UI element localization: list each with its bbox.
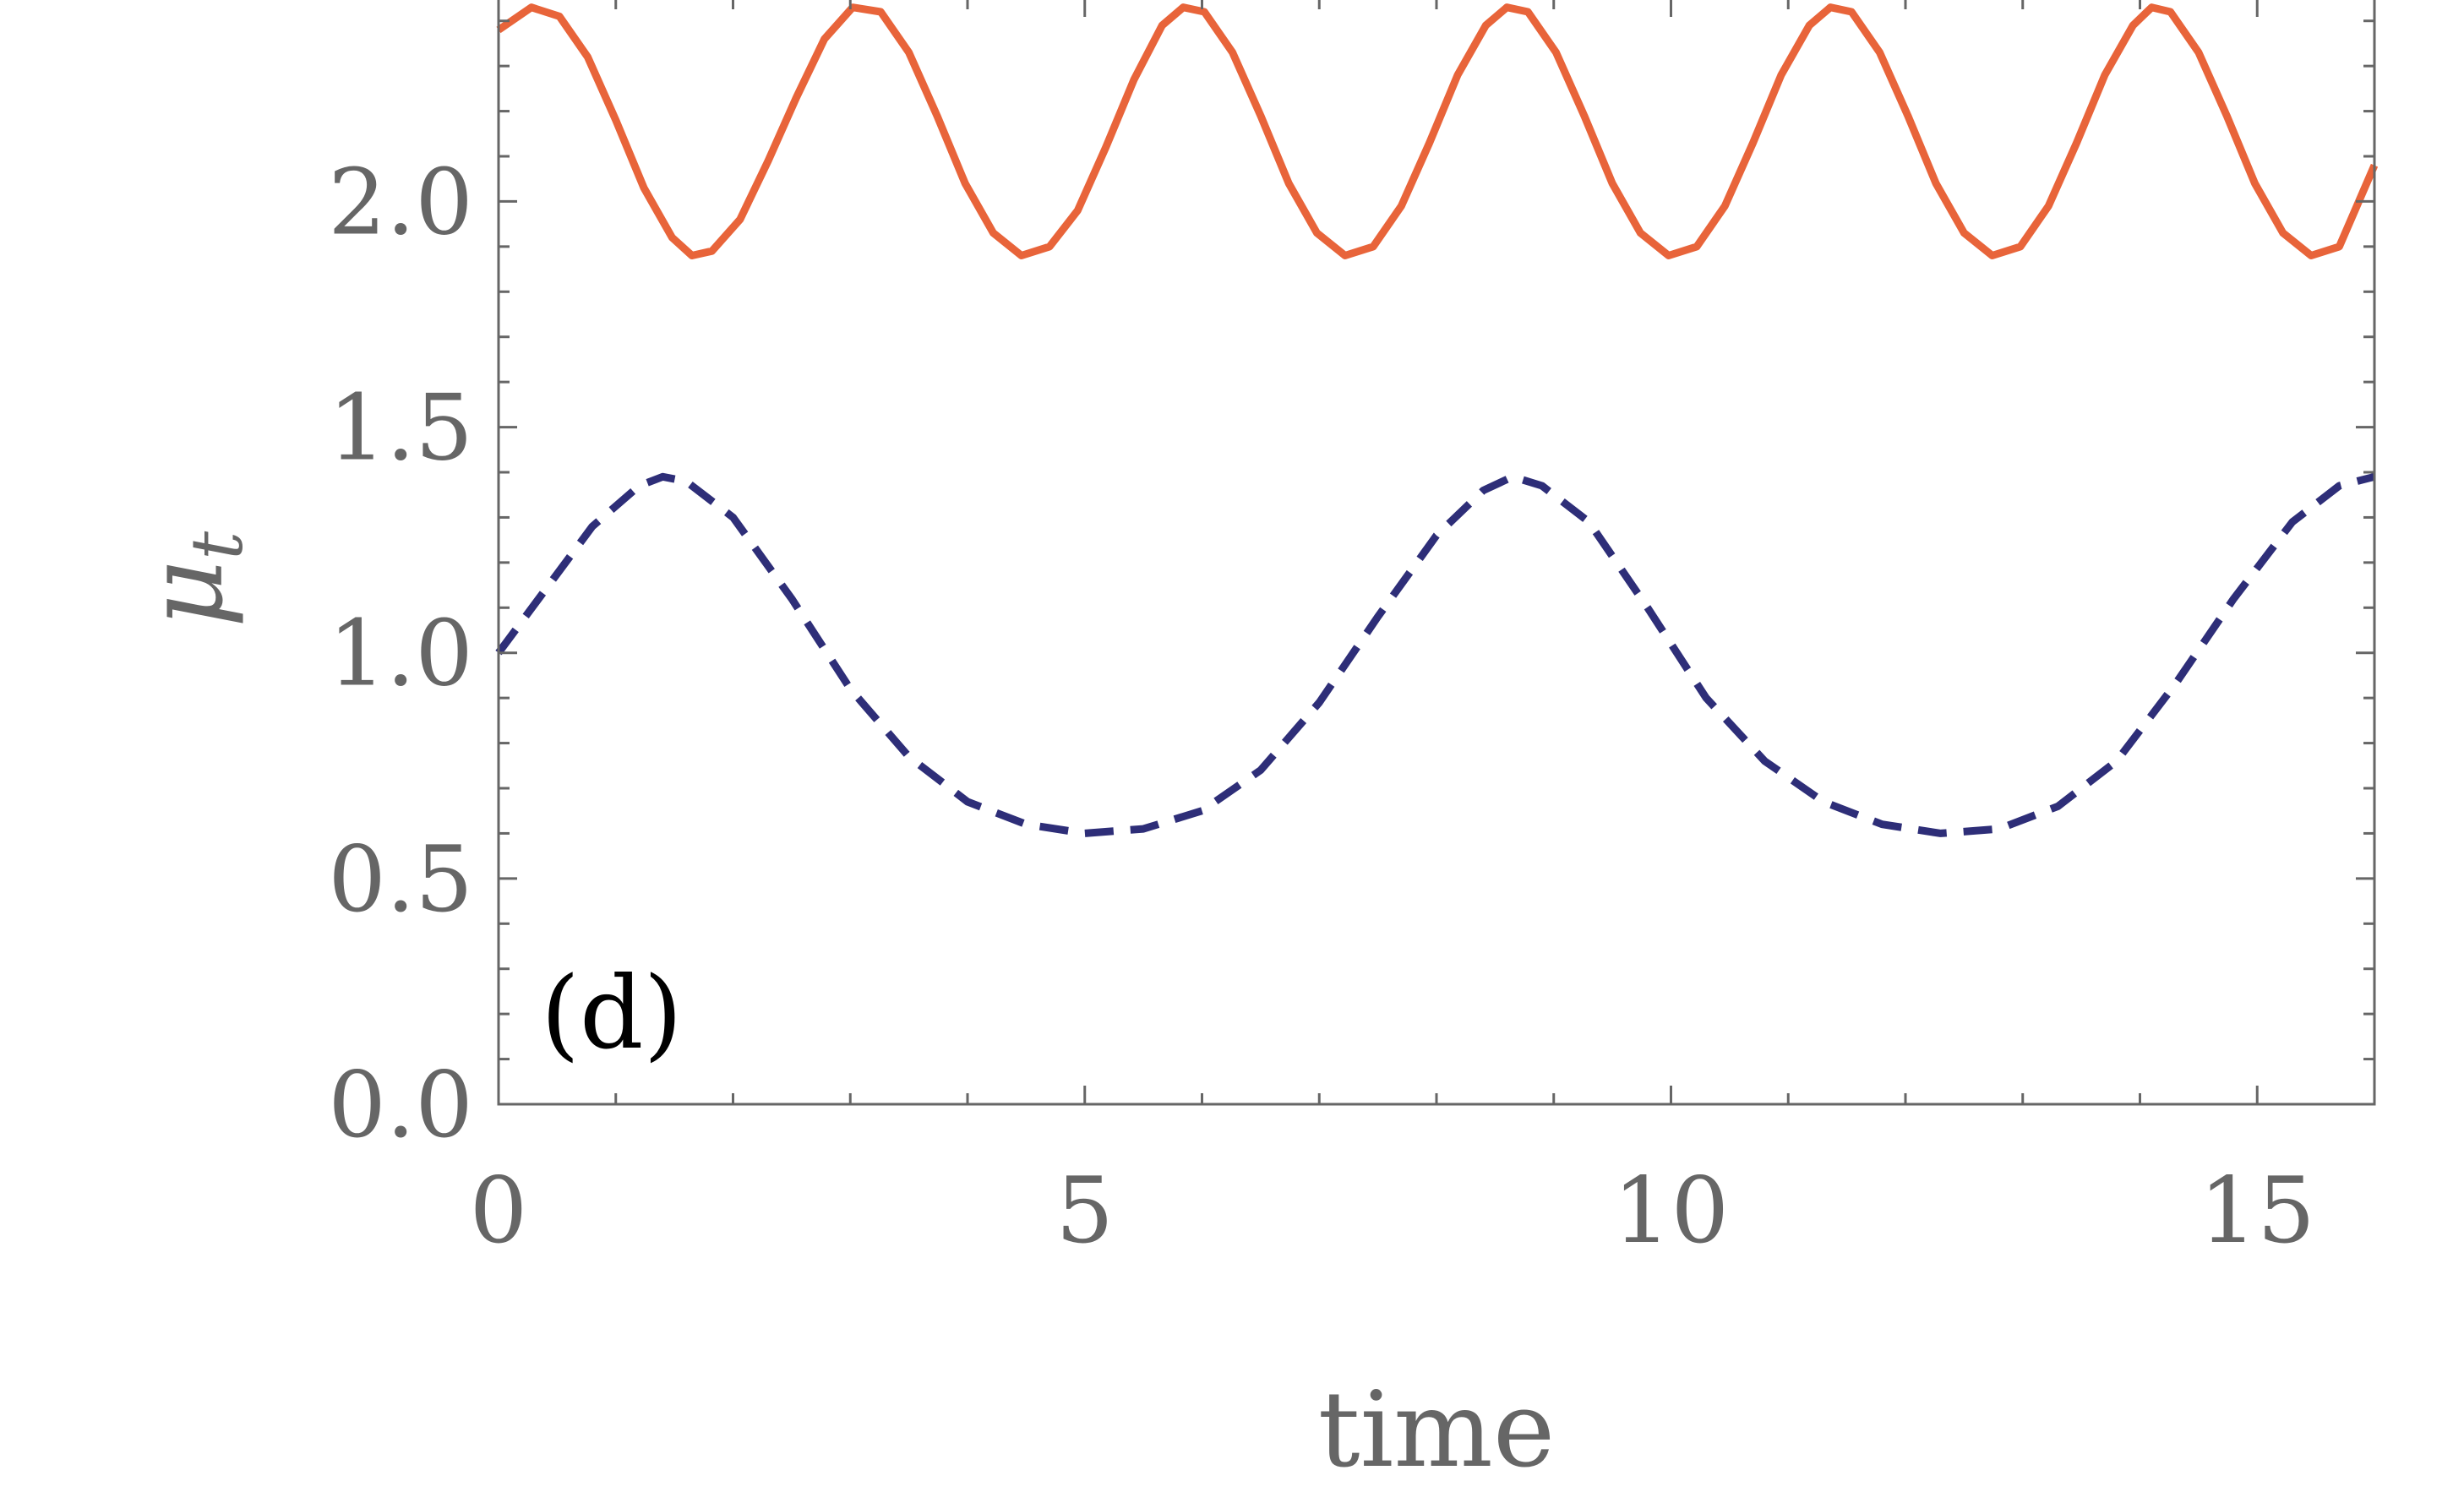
x-tick-label: 5 bbox=[1055, 1158, 1114, 1264]
labels-layer: 0 5 10 15 0.0 0.5 1.0 1.5 2.0 bbox=[328, 150, 2315, 1264]
ticks-layer bbox=[497, 0, 2376, 1106]
x-tick-label: 0 bbox=[470, 1158, 528, 1264]
y-tick-label: 0.5 bbox=[328, 827, 473, 933]
series-layer bbox=[495, 3, 2379, 837]
y-tick-label: 1.0 bbox=[328, 602, 473, 707]
y-axis-title-subscript: t bbox=[176, 531, 259, 560]
panel-label: (d) bbox=[541, 955, 683, 1071]
svg-text:μt: μt bbox=[125, 531, 259, 629]
series-1-line bbox=[496, 3, 2379, 259]
x-tick-label: 15 bbox=[2200, 1158, 2315, 1264]
x-axis-title: time bbox=[1318, 1369, 1555, 1491]
y-axis-title: μt bbox=[125, 531, 259, 629]
y-axis-title-main: μ bbox=[125, 560, 247, 629]
series-2-line bbox=[495, 472, 2376, 837]
y-tick-label: 0.0 bbox=[328, 1053, 473, 1158]
plot-frame bbox=[497, 0, 2376, 1106]
y-tick-label: 2.0 bbox=[328, 150, 473, 255]
x-tick-label: 10 bbox=[1613, 1158, 1729, 1264]
y-tick-label: 1.5 bbox=[328, 376, 473, 482]
